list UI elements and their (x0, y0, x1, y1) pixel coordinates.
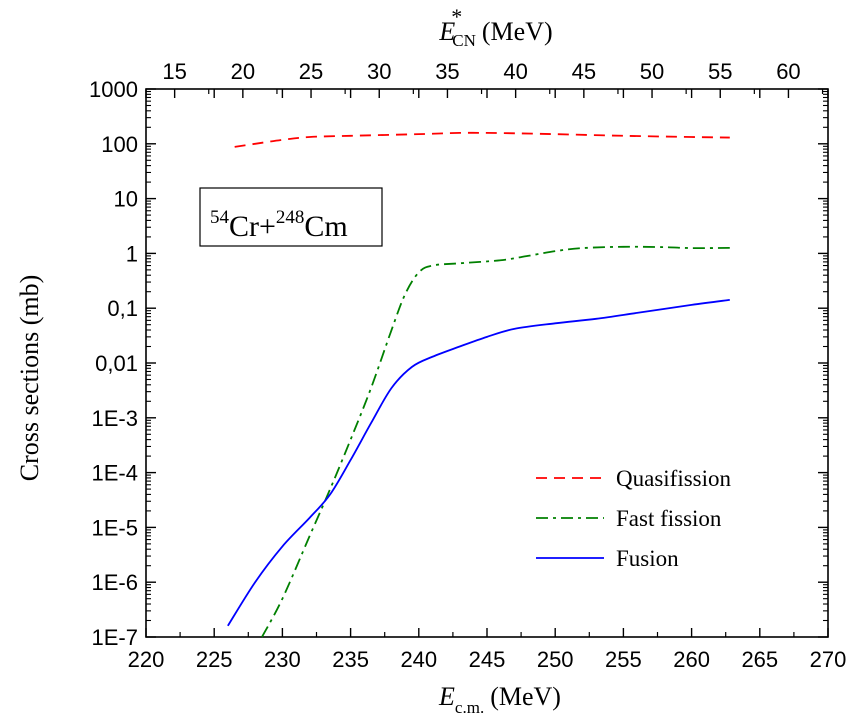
plot-area: 220 225 230 235 240 245 250 255 260 265 270 15 20 25 3… (89, 59, 846, 672)
plot-frame (145, 88, 829, 638)
x2-tick-label: 55 (708, 59, 732, 84)
x-tick-label: 250 (537, 647, 574, 672)
x2-tick-label: 45 (572, 59, 596, 84)
x2-tick-label: 50 (640, 59, 664, 84)
x2-tick-label: 40 (503, 59, 527, 84)
x-tick-label: 265 (741, 647, 778, 672)
x-tick-label: 240 (400, 647, 437, 672)
x-tick-label: 235 (332, 647, 369, 672)
y-tick-label: 1000 (89, 77, 138, 102)
legend-label: Fusion (616, 546, 679, 571)
y-tick-label: 0,1 (107, 296, 138, 321)
y-tick-label: 1E-3 (92, 406, 138, 431)
series-line-fusion (227, 298, 730, 627)
y-tick-label: 1 (126, 241, 138, 266)
x-tick-label: 260 (673, 647, 710, 672)
reaction-label: 54Cr+248Cm (199, 187, 383, 247)
reaction-label-text: 54Cr+248Cm (210, 207, 348, 243)
x-axis-title: Ec.m. (MeV) (438, 682, 561, 717)
y-tick-label: 1E-5 (92, 515, 138, 540)
x-tick-label: 255 (605, 647, 642, 672)
x2-tick-label: 25 (299, 59, 323, 84)
legend-label: Fast fission (616, 506, 722, 531)
x2-tick-label: 15 (162, 59, 186, 84)
x-tick-label: 245 (469, 647, 506, 672)
y-tick-label: 0,01 (95, 351, 138, 376)
x2-axis-title: E* CN (MeV) (438, 4, 552, 50)
x2-tick-label: 35 (435, 59, 459, 84)
y-tick-label: 100 (101, 132, 138, 157)
y-tick-label: 1E-6 (92, 570, 138, 595)
reaction-label-box (199, 187, 383, 247)
series-line-fast-fission (261, 245, 730, 638)
series-line-quasifission (234, 131, 730, 148)
y-tick-label: 10 (114, 187, 138, 212)
x-tick-label: 270 (810, 647, 847, 672)
y-axis-title: Cross sections (mb) (15, 275, 44, 482)
y-tick-label: 1E-4 (92, 461, 138, 486)
y-tick-label: 1E-7 (92, 625, 138, 650)
x-tick-label: 225 (196, 647, 233, 672)
x2-tick-label: 30 (367, 59, 391, 84)
x-tick-label: 220 (128, 647, 165, 672)
x2-tick-label: 60 (776, 59, 800, 84)
legend-label: Quasifission (616, 466, 732, 491)
legend: Quasifission Fast fission Fusion (536, 466, 732, 571)
x2-tick-label: 20 (231, 59, 255, 84)
x-tick-label: 230 (264, 647, 301, 672)
